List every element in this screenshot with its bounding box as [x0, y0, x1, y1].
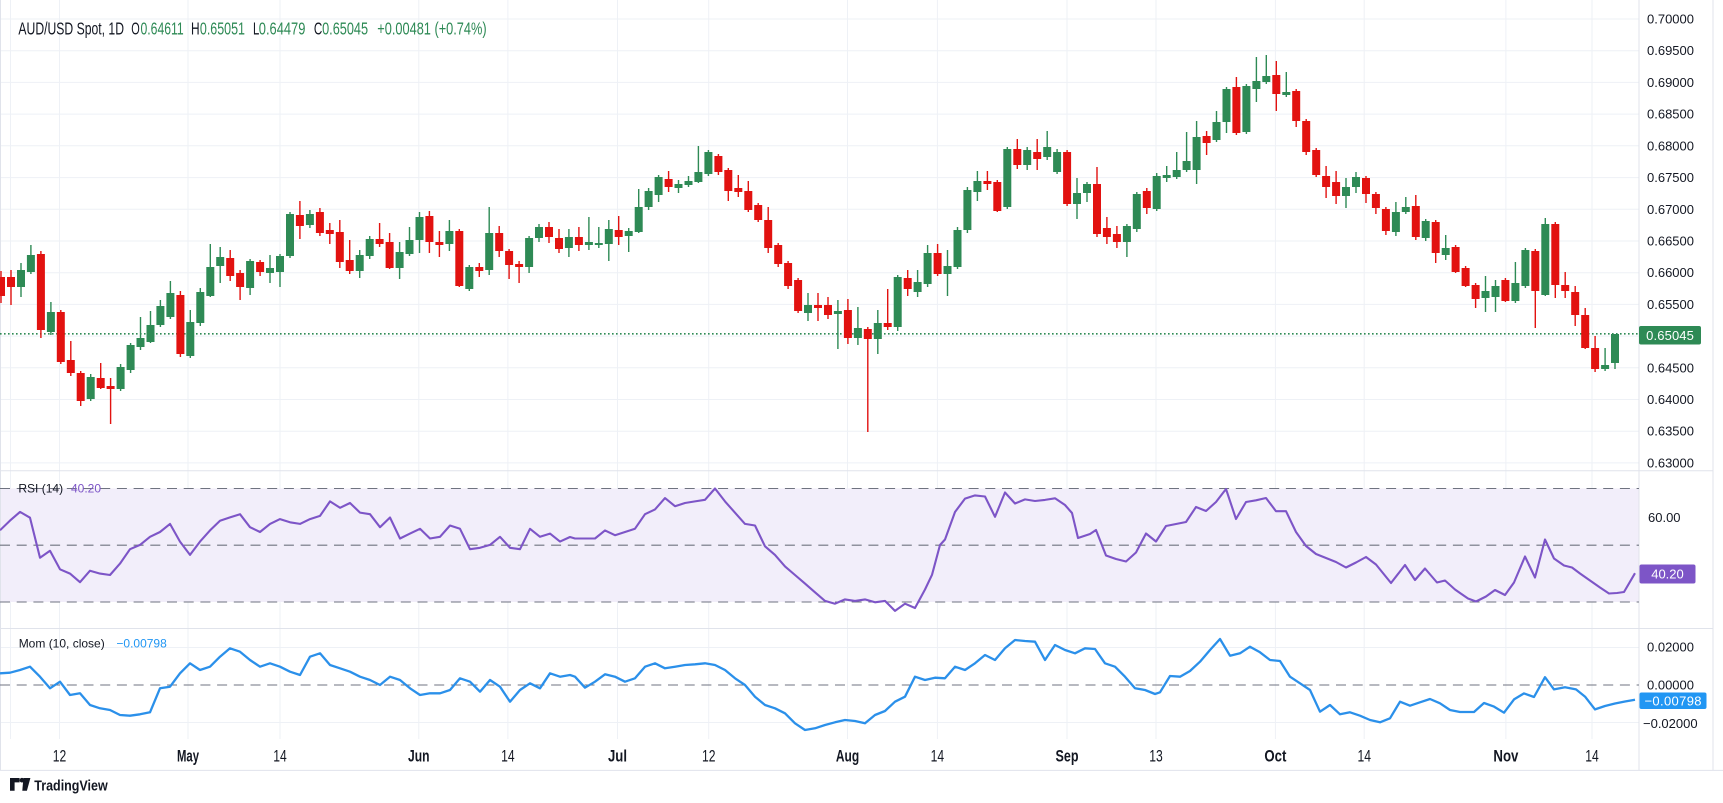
svg-text:Nov: Nov [1493, 748, 1519, 766]
svg-text:0.69500: 0.69500 [1647, 43, 1694, 58]
svg-text:12: 12 [702, 748, 716, 766]
svg-text:0.64000: 0.64000 [1647, 392, 1694, 407]
svg-text:RSI (14): RSI (14) [18, 482, 63, 496]
svg-text:−0.00798: −0.00798 [116, 637, 167, 651]
svg-text:Jul: Jul [608, 748, 627, 766]
svg-text:0.68000: 0.68000 [1647, 138, 1694, 153]
svg-text:Sep: Sep [1056, 748, 1079, 766]
svg-text:40.20: 40.20 [1651, 567, 1684, 582]
svg-text:0.69000: 0.69000 [1647, 75, 1694, 90]
svg-text:+0.00481 (+0.74%): +0.00481 (+0.74%) [377, 19, 486, 39]
svg-text:0.63500: 0.63500 [1647, 424, 1694, 439]
svg-text:0.65500: 0.65500 [1647, 297, 1694, 312]
svg-text:14: 14 [501, 748, 515, 766]
svg-text:13: 13 [1149, 748, 1163, 766]
svg-text:0.68500: 0.68500 [1647, 107, 1694, 122]
svg-text:14: 14 [1357, 748, 1371, 766]
svg-text:60.00: 60.00 [1648, 510, 1681, 525]
svg-text:0.02000: 0.02000 [1647, 640, 1694, 655]
svg-text:0.65051: 0.65051 [200, 19, 245, 39]
svg-text:0.67000: 0.67000 [1647, 202, 1694, 217]
svg-text:Oct: Oct [1264, 748, 1286, 766]
svg-text:14: 14 [1585, 748, 1599, 766]
svg-text:0.00000: 0.00000 [1647, 678, 1694, 693]
svg-text:−0.02000: −0.02000 [1643, 716, 1698, 731]
svg-text:AUD/USD Spot, 1D: AUD/USD Spot, 1D [18, 19, 124, 39]
svg-text:L: L [253, 19, 259, 39]
svg-text:0.64500: 0.64500 [1647, 360, 1694, 375]
svg-text:0.64611: 0.64611 [141, 19, 184, 39]
svg-text:14: 14 [273, 748, 287, 766]
svg-text:40.20: 40.20 [71, 482, 101, 496]
svg-text:May: May [177, 748, 200, 766]
svg-text:0.65045: 0.65045 [322, 19, 368, 39]
svg-text:0.64479: 0.64479 [259, 19, 306, 39]
svg-text:0.70000: 0.70000 [1647, 12, 1694, 27]
svg-text:Jun: Jun [408, 748, 430, 766]
svg-text:0.63000: 0.63000 [1647, 455, 1694, 470]
svg-text:0.65045: 0.65045 [1646, 328, 1694, 343]
svg-text:0.66000: 0.66000 [1647, 265, 1694, 280]
svg-text:0.66500: 0.66500 [1647, 234, 1694, 249]
svg-text:TradingView: TradingView [34, 778, 108, 795]
svg-text:C: C [314, 19, 322, 39]
svg-text:Aug: Aug [836, 748, 859, 766]
svg-text:0.67500: 0.67500 [1647, 170, 1694, 185]
svg-text:Mom (10, close): Mom (10, close) [19, 637, 105, 651]
svg-text:O: O [131, 19, 140, 39]
svg-text:12: 12 [53, 748, 67, 766]
svg-text:−0.00798: −0.00798 [1645, 693, 1702, 708]
svg-text:14: 14 [931, 748, 945, 766]
svg-text:H: H [191, 19, 200, 39]
